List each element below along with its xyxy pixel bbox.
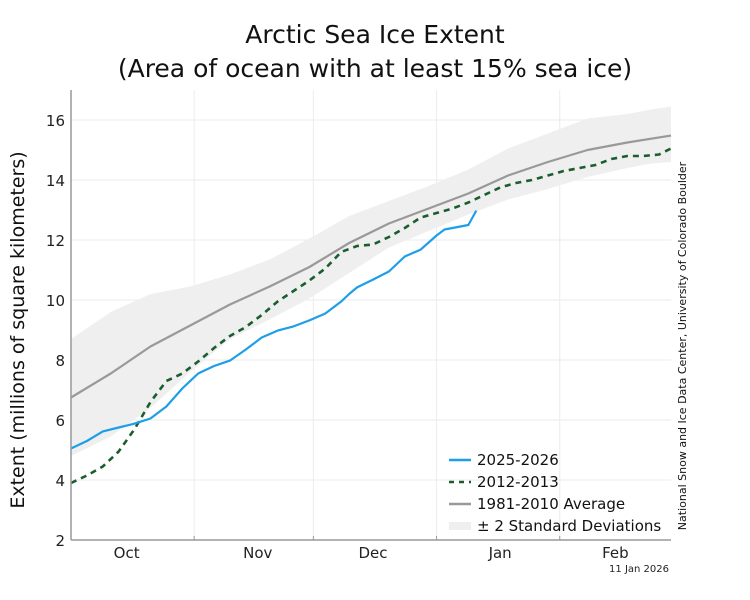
y-tick-label: 16 (46, 112, 65, 130)
series-layer (70, 134, 672, 485)
std-dev-band (71, 106, 671, 456)
y-tick-label: 4 (55, 472, 65, 490)
legend-label: 2025-2026 (477, 451, 559, 469)
y-tick-label: 12 (46, 232, 65, 250)
series-2012-2013-line (70, 147, 672, 485)
y-tick-label: 8 (55, 352, 65, 370)
chart-title-line-1: Arctic Sea Ice Extent (245, 20, 505, 49)
x-tick-label: Jan (488, 544, 512, 562)
legend: 2025-2026 2012-2013 1981-2010 Average ± 2 S… (449, 451, 661, 535)
chart-title: Arctic Sea Ice Extent (Area of ocean wit… (0, 18, 750, 86)
axes (70, 90, 671, 541)
std-dev-band-layer (71, 106, 671, 456)
date-stamp: 11 Jan 2026 (609, 564, 669, 575)
y-tick-label: 14 (46, 172, 65, 190)
y-tick-label: 6 (55, 412, 65, 430)
x-tick-label: Dec (358, 544, 387, 562)
legend-label: 2012-2013 (477, 473, 559, 491)
y-tick-label: 2 (55, 532, 65, 550)
legend-label: ± 2 Standard Deviations (477, 517, 661, 535)
legend-swatch-std-dev (449, 522, 471, 530)
tick-labels: 2 4 6 8 10 12 14 16 Oct Nov Dec Jan Feb (46, 112, 629, 562)
legend-label: 1981-2010 Average (477, 495, 625, 513)
chart-title-line-2: (Area of ocean with at least 15% sea ice… (117, 54, 633, 83)
x-tick-label: Oct (114, 544, 140, 562)
x-tick-label: Feb (602, 544, 629, 562)
series-2025-2026-line (70, 210, 478, 450)
series-average-line (70, 134, 672, 399)
y-axis-label: Extent (millions of square kilometers) (7, 151, 29, 508)
x-tick-label: Nov (243, 544, 272, 562)
y-tick-label: 10 (46, 292, 65, 310)
credit-text: National Snow and Ice Data Center, Unive… (676, 161, 689, 530)
